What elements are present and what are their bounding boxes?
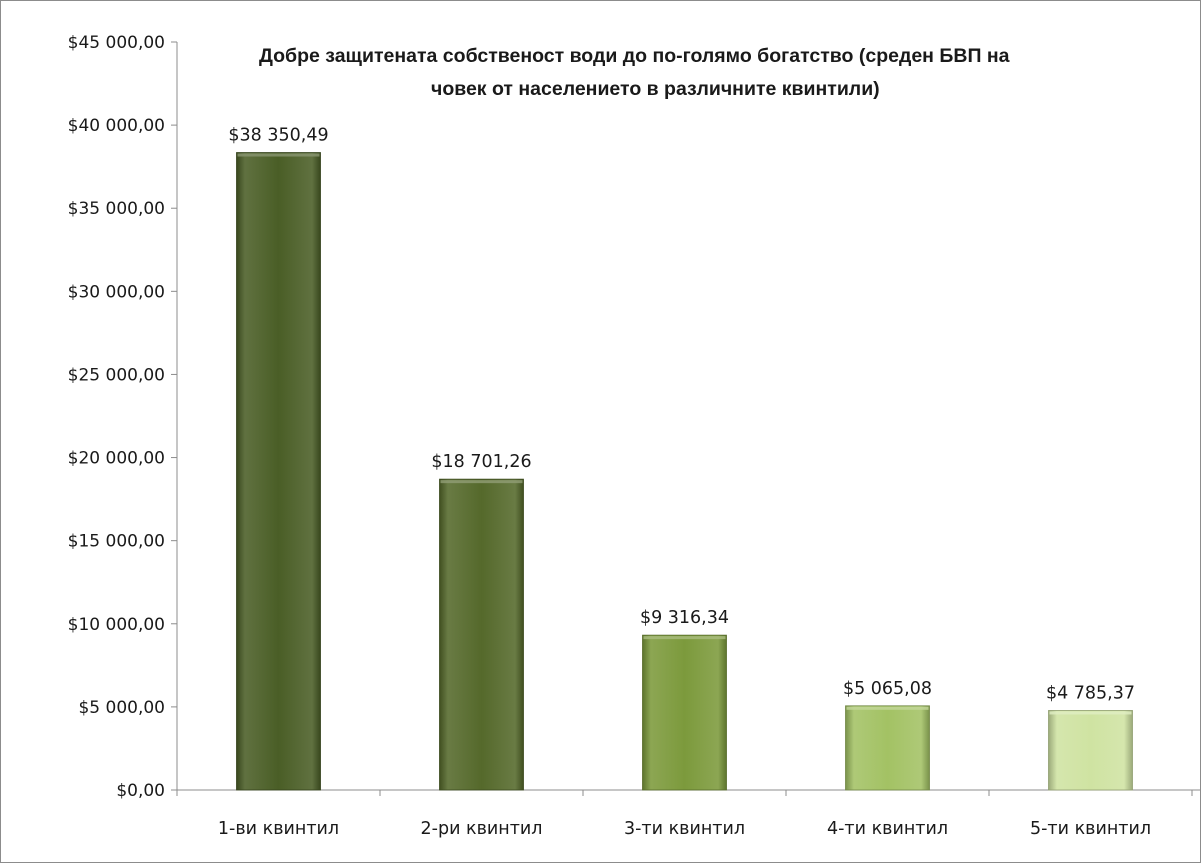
y-tick-label: $40 000,00	[68, 116, 165, 136]
y-tick-label: $30 000,00	[68, 282, 165, 302]
bar-1	[236, 152, 321, 791]
bar-bevel-5	[1049, 711, 1132, 715]
data-label-5: $4 785,37	[1046, 683, 1135, 703]
bar-bevel-2	[440, 480, 523, 484]
data-label-2: $18 701,26	[431, 452, 531, 472]
x-tick-label-4: 4-ти квинтил	[827, 819, 948, 839]
chart-title-line-2: човек от населението в различните квинти…	[431, 78, 880, 100]
bar-5	[1048, 710, 1133, 791]
y-tick-label: $10 000,00	[68, 615, 165, 635]
bar-3	[642, 634, 727, 791]
x-tick-label-2: 2-ри квинтил	[421, 819, 543, 839]
y-tick-label: $0,00	[116, 781, 165, 801]
bar-bevel-1	[237, 153, 320, 157]
y-tick-label: $5 000,00	[78, 698, 165, 718]
bar-bevel-4	[846, 706, 929, 710]
x-tick-label-3: 3-ти квинтил	[624, 819, 745, 839]
chart-title-line-1: Добре защитената собственост води до по-…	[259, 45, 1010, 67]
y-tick-label: $25 000,00	[68, 365, 165, 385]
data-label-4: $5 065,08	[843, 679, 932, 699]
y-tick-label: $20 000,00	[68, 449, 165, 469]
x-tick-label-5: 5-ти квинтил	[1030, 819, 1151, 839]
x-tick-label-1: 1-ви квинтил	[218, 819, 339, 839]
bar-2	[439, 478, 524, 791]
y-tick-label: $45 000,00	[68, 33, 165, 53]
y-tick-label: $15 000,00	[68, 532, 165, 552]
y-tick-label: $35 000,00	[68, 199, 165, 219]
data-label-1: $38 350,49	[228, 126, 328, 146]
bar-bevel-3	[643, 636, 726, 640]
data-label-3: $9 316,34	[640, 608, 729, 628]
bar-4	[845, 705, 930, 791]
